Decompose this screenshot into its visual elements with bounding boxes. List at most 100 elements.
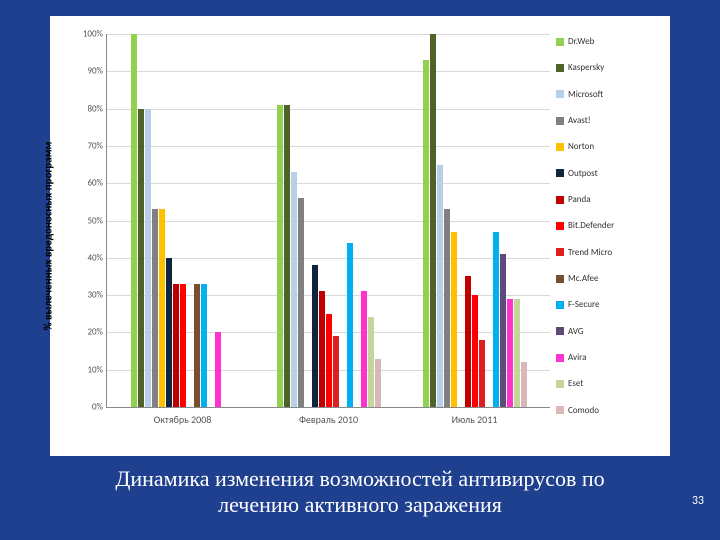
grid-line — [107, 258, 550, 259]
bar — [375, 359, 381, 407]
x-category-label: Октябрь 2008 — [154, 407, 212, 426]
bar — [507, 299, 513, 407]
legend-swatch — [556, 222, 564, 230]
bar — [319, 291, 325, 407]
legend: Dr.Web Kaspersky Microsoft Avast! Norton Outp… — [556, 36, 664, 416]
bar — [159, 209, 165, 407]
legend-swatch — [556, 117, 564, 125]
legend-label: Dr.Web — [568, 36, 594, 47]
bar — [479, 340, 485, 407]
legend-label: Bit.Defender — [568, 220, 614, 231]
bar — [284, 105, 290, 407]
y-tick: 60% — [87, 178, 107, 189]
y-tick: 30% — [87, 290, 107, 301]
legend-swatch — [556, 301, 564, 309]
legend-item: Eset — [556, 378, 664, 389]
legend-swatch — [556, 169, 564, 177]
bar — [152, 209, 158, 407]
legend-label: Outpost — [568, 168, 598, 179]
y-tick: 70% — [87, 140, 107, 151]
bar — [500, 254, 506, 407]
bar — [437, 165, 443, 407]
legend-swatch — [556, 143, 564, 151]
legend-swatch — [556, 275, 564, 283]
bar — [291, 172, 297, 407]
legend-swatch — [556, 354, 564, 362]
legend-item: AVG — [556, 326, 664, 337]
caption-line-1: Динамика изменения возможностей антивиру… — [115, 466, 604, 491]
bar — [423, 60, 429, 407]
bar — [326, 314, 332, 407]
bar — [138, 109, 144, 407]
bar — [173, 284, 179, 407]
legend-label: Microsoft — [568, 89, 603, 100]
bar — [312, 265, 318, 407]
legend-item: Kaspersky — [556, 62, 664, 73]
legend-label: Panda — [568, 194, 591, 205]
legend-swatch — [556, 380, 564, 388]
legend-swatch — [556, 196, 564, 204]
bar — [368, 317, 374, 407]
legend-label: Avast! — [568, 115, 591, 126]
y-tick: 0% — [92, 402, 107, 413]
caption: Динамика изменения возможностей антивиру… — [0, 466, 720, 519]
legend-label: Eset — [568, 378, 583, 389]
legend-label: Norton — [568, 141, 594, 152]
y-tick: 10% — [87, 364, 107, 375]
bar — [131, 34, 137, 407]
legend-swatch — [556, 327, 564, 335]
legend-swatch — [556, 64, 564, 72]
legend-item: Microsoft — [556, 89, 664, 100]
y-tick: 20% — [87, 327, 107, 338]
legend-label: Kaspersky — [568, 62, 604, 73]
bar — [166, 258, 172, 407]
bar — [333, 336, 339, 407]
bar — [465, 276, 471, 407]
bar — [514, 299, 520, 407]
chart-container: % вылеченных вредоносных программ 0%10%2… — [50, 16, 670, 456]
legend-swatch — [556, 38, 564, 46]
y-axis-label: % вылеченных вредоносных программ — [42, 142, 55, 331]
legend-item: Avira — [556, 352, 664, 363]
caption-line-2: лечению активного заражения — [218, 492, 502, 517]
bar — [444, 209, 450, 407]
x-category-label: Февраль 2010 — [299, 407, 358, 426]
bar — [451, 232, 457, 407]
bar — [201, 284, 207, 407]
legend-label: F-Secure — [568, 299, 600, 310]
plot-area: 0%10%20%30%40%50%60%70%80%90%100%Октябрь… — [106, 34, 550, 408]
legend-item: Panda — [556, 194, 664, 205]
bar — [180, 284, 186, 407]
legend-swatch — [556, 90, 564, 98]
y-tick: 90% — [87, 66, 107, 77]
bar — [194, 284, 200, 407]
bar — [215, 332, 221, 407]
legend-label: Comodo — [568, 405, 599, 416]
y-tick: 50% — [87, 215, 107, 226]
legend-label: Mc.Afee — [568, 273, 599, 284]
bar — [361, 291, 367, 407]
legend-label: Trend Micro — [568, 247, 612, 258]
legend-item: Dr.Web — [556, 36, 664, 47]
legend-label: Avira — [568, 352, 586, 363]
grid-line — [107, 71, 550, 72]
legend-item: Avast! — [556, 115, 664, 126]
legend-item: Comodo — [556, 405, 664, 416]
legend-item: Mc.Afee — [556, 273, 664, 284]
y-tick: 40% — [87, 252, 107, 263]
y-tick: 80% — [87, 103, 107, 114]
grid-line — [107, 34, 550, 35]
bar — [493, 232, 499, 407]
bar — [347, 243, 353, 407]
slide: % вылеченных вредоносных программ 0%10%2… — [0, 0, 720, 540]
x-category-label: Июль 2011 — [452, 407, 498, 426]
page-number: 33 — [692, 494, 704, 508]
grid-line — [107, 221, 550, 222]
bar — [145, 109, 151, 407]
bar — [521, 362, 527, 407]
grid-line — [107, 183, 550, 184]
bar — [430, 34, 436, 407]
bar — [298, 198, 304, 407]
legend-item: Norton — [556, 141, 664, 152]
y-tick: 100% — [83, 29, 107, 40]
